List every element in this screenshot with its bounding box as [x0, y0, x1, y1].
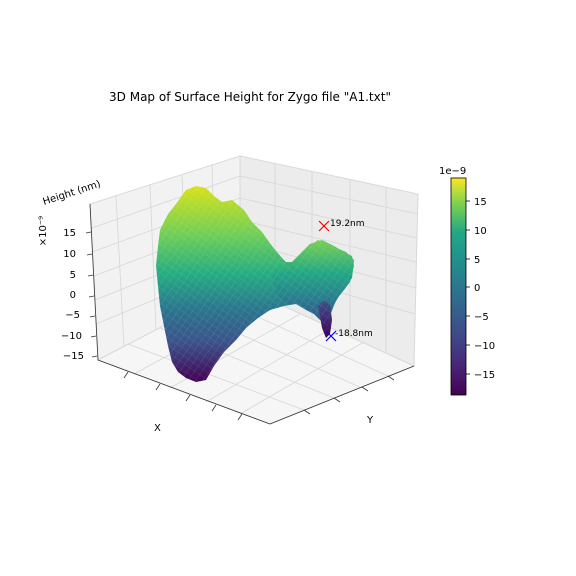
min-marker: -18.8nm — [325, 329, 373, 342]
min-label: -18.8nm — [335, 329, 373, 339]
x-axis-line — [97, 359, 271, 425]
colorbar-tick-label: 5 — [474, 255, 480, 266]
chart-title: 3D Map of Surface Height for Zygo file "… — [109, 90, 391, 104]
z-offset-label: ×10⁻⁹ — [38, 216, 49, 246]
surface-mesh — [156, 186, 354, 382]
height-surface — [156, 186, 354, 382]
colorbar-tick-label: 15 — [474, 197, 487, 208]
z-tick-label: 10 — [63, 249, 76, 260]
z-tick-label: 0 — [70, 290, 76, 301]
y-axis-line — [269, 365, 415, 425]
x-axis-label: X — [154, 423, 161, 434]
z-axis-line — [89, 203, 99, 361]
z-tick-label: −15 — [63, 351, 84, 362]
colorbar-tick-label: 0 — [474, 283, 480, 294]
colorbar: 15 10 5 0 −5 −10 −15 — [450, 177, 495, 396]
annotations: 19.2nm -18.8nm — [318, 219, 373, 342]
z-tick-label: 5 — [70, 270, 76, 281]
max-marker: 19.2nm — [318, 219, 365, 232]
z-tick-label: −5 — [65, 310, 80, 321]
z-tick-label: −10 — [61, 331, 82, 342]
z-tick-labels: 15 10 5 0 −5 −10 −15 — [61, 228, 84, 362]
z-tick-label: 15 — [63, 228, 76, 239]
colorbar-tick-label: 10 — [474, 226, 487, 237]
colorbar-tick-label: −15 — [474, 370, 495, 381]
colorbar-exponent: 1e−9 — [439, 166, 467, 177]
axis-ticks — [85, 231, 395, 421]
max-label: 19.2nm — [330, 219, 365, 229]
colorbar-tick-label: −10 — [474, 341, 495, 352]
y-axis-label: Y — [366, 415, 374, 426]
colorbar-tick-label: −5 — [474, 312, 489, 323]
colorbar-gradient — [450, 177, 467, 396]
